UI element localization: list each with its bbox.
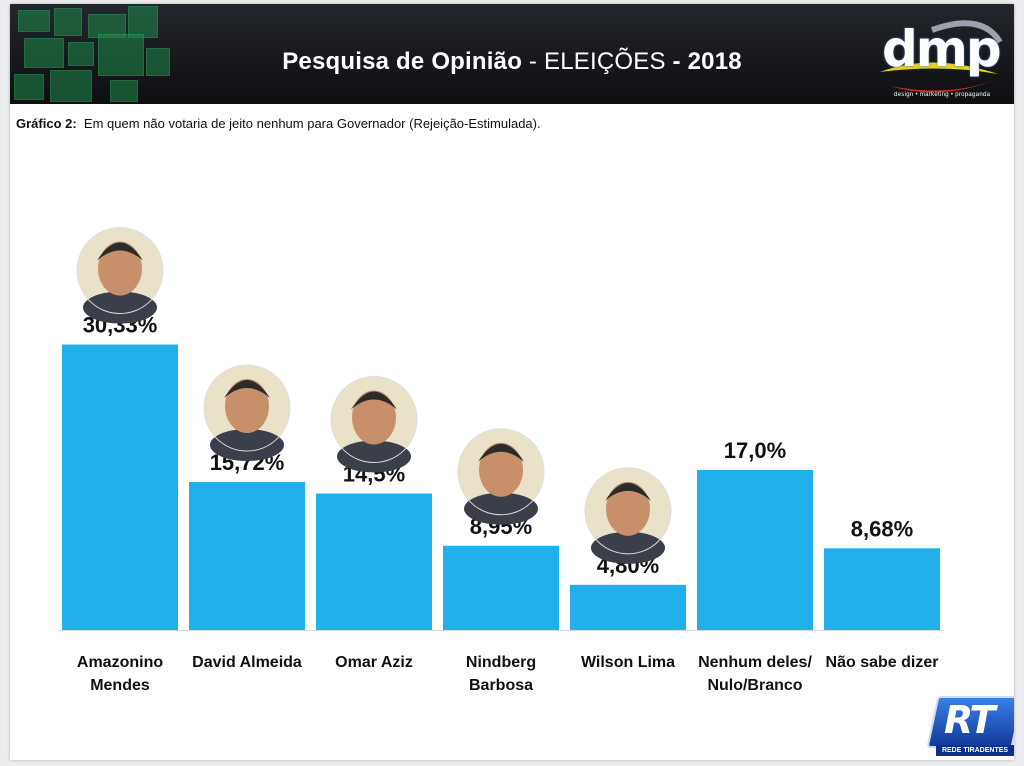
bar-1 bbox=[189, 482, 305, 630]
bar-0 bbox=[62, 344, 178, 630]
slide: Pesquisa de Opinião - ELEIÇÕES - 2018 dm… bbox=[10, 4, 1014, 760]
page-title: Pesquisa de Opinião - ELEIÇÕES - 2018 bbox=[282, 48, 742, 75]
candidate-photo-1 bbox=[203, 364, 291, 462]
data-label-6: 8,68% bbox=[851, 516, 913, 541]
category-label-5: Nenhum deles/Nulo/Branco bbox=[698, 654, 812, 694]
candidate-photo-2 bbox=[330, 376, 418, 473]
bar-2 bbox=[316, 493, 432, 630]
category-label-1: David Almeida bbox=[192, 654, 302, 671]
category-label-2: Omar Aziz bbox=[335, 654, 413, 671]
category-label-4: Wilson Lima bbox=[581, 654, 675, 671]
header-banner: Pesquisa de Opinião - ELEIÇÕES - 2018 dm… bbox=[10, 4, 1014, 104]
category-label-0: Amazonino Mendes bbox=[77, 654, 163, 694]
candidate-photo-3 bbox=[457, 428, 545, 525]
candidate-photo-4 bbox=[584, 467, 672, 564]
chart-question: Em quem não votaria de jeito nenhum para… bbox=[83, 116, 541, 131]
category-label-3: Nindberg Barbosa bbox=[466, 654, 536, 694]
bar-5 bbox=[697, 470, 813, 630]
bar-3 bbox=[443, 545, 559, 630]
data-label-5: 17,0% bbox=[724, 438, 786, 463]
candidate-photo-0 bbox=[76, 227, 164, 324]
green-mosaic-decoration bbox=[10, 4, 180, 104]
chart-subtitle: Gráfico 2: Em quem não votaria de jeito … bbox=[16, 116, 541, 131]
category-label-6: Não sabe dizer bbox=[826, 654, 939, 671]
chart-number-label: Gráfico 2: bbox=[16, 116, 77, 131]
bar-6 bbox=[824, 548, 940, 630]
rede-tiradentes-logo: RT REDE TIRADENTES bbox=[926, 696, 1014, 758]
bar-4 bbox=[570, 584, 686, 630]
dmp-logo: dmp design • marketing • propaganda bbox=[880, 20, 1003, 98]
